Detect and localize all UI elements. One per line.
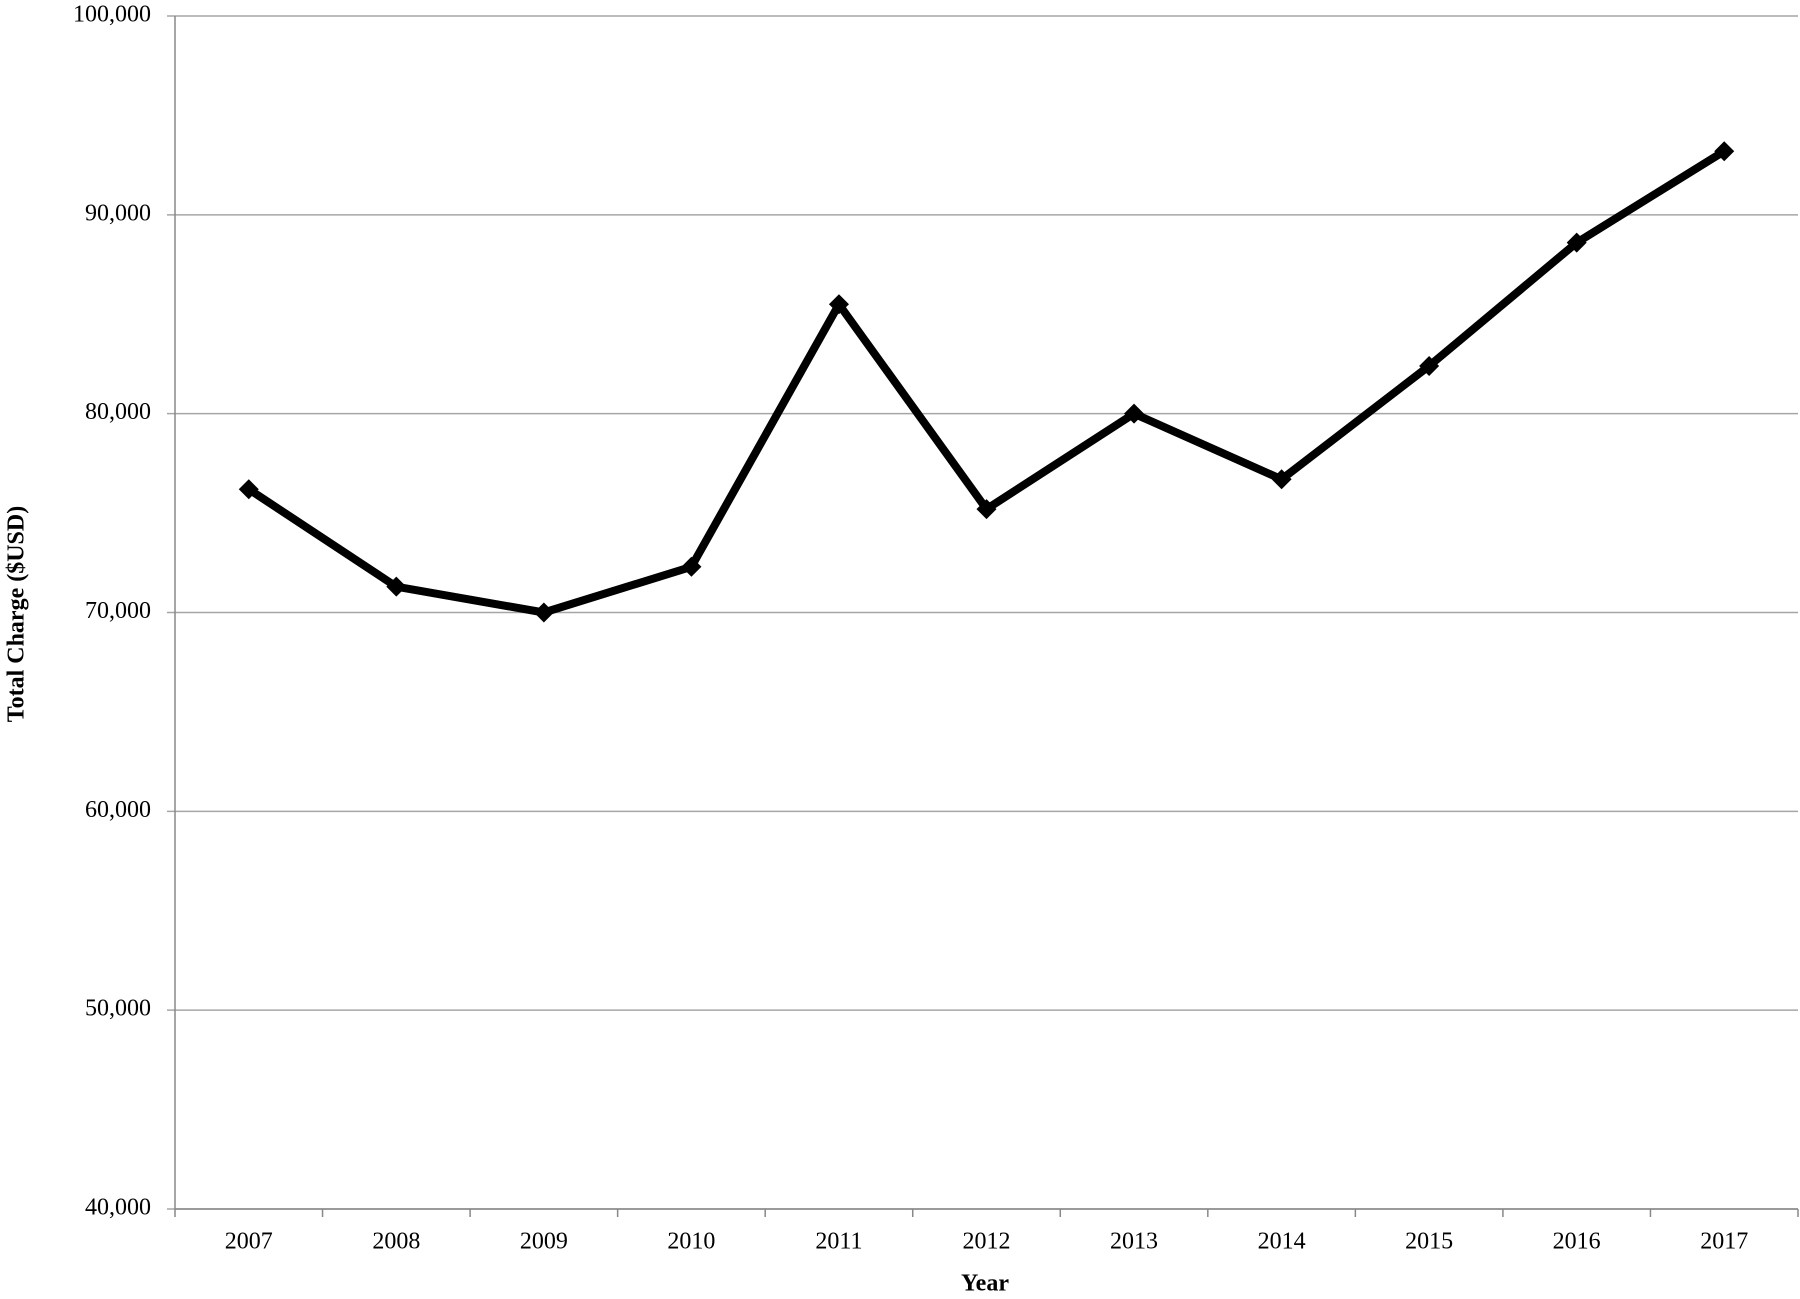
x-tick-label: 2017	[1700, 1229, 1748, 1255]
x-tick-label: 2013	[1110, 1229, 1158, 1255]
data-point	[1271, 469, 1292, 490]
x-tick-label: 2014	[1258, 1229, 1306, 1255]
y-tick-label: 50,000	[85, 996, 151, 1022]
data-point	[238, 479, 259, 500]
y-tick-label: 60,000	[85, 797, 151, 823]
y-tick-label: 80,000	[85, 399, 151, 425]
x-tick-label: 2009	[520, 1229, 568, 1255]
data-point	[533, 602, 554, 623]
data-point	[681, 556, 702, 577]
x-tick-label: 2012	[963, 1229, 1011, 1255]
y-tick-label: 40,000	[85, 1195, 151, 1221]
data-point	[828, 294, 849, 315]
x-tick-label: 2011	[815, 1229, 862, 1255]
data-line	[246, 147, 1727, 617]
y-axis-title: Total Charge ($USD)	[4, 506, 30, 722]
y-tick-label: 100,000	[73, 2, 151, 28]
data-point	[1124, 403, 1145, 424]
y-tick-label: 90,000	[85, 200, 151, 226]
x-tick-label: 2010	[667, 1229, 715, 1255]
data-point	[386, 576, 407, 597]
data-point	[976, 499, 997, 520]
x-axis-title: Year	[961, 1271, 1009, 1297]
y-tick-label: 70,000	[85, 598, 151, 624]
x-tick-label: 2015	[1405, 1229, 1453, 1255]
data-point	[1419, 355, 1440, 376]
x-tick-label: 2016	[1553, 1229, 1601, 1255]
x-tick-label: 2008	[372, 1229, 420, 1255]
x-tick-label: 2007	[225, 1229, 273, 1255]
data-point	[1714, 141, 1735, 162]
data-point	[1566, 232, 1587, 253]
